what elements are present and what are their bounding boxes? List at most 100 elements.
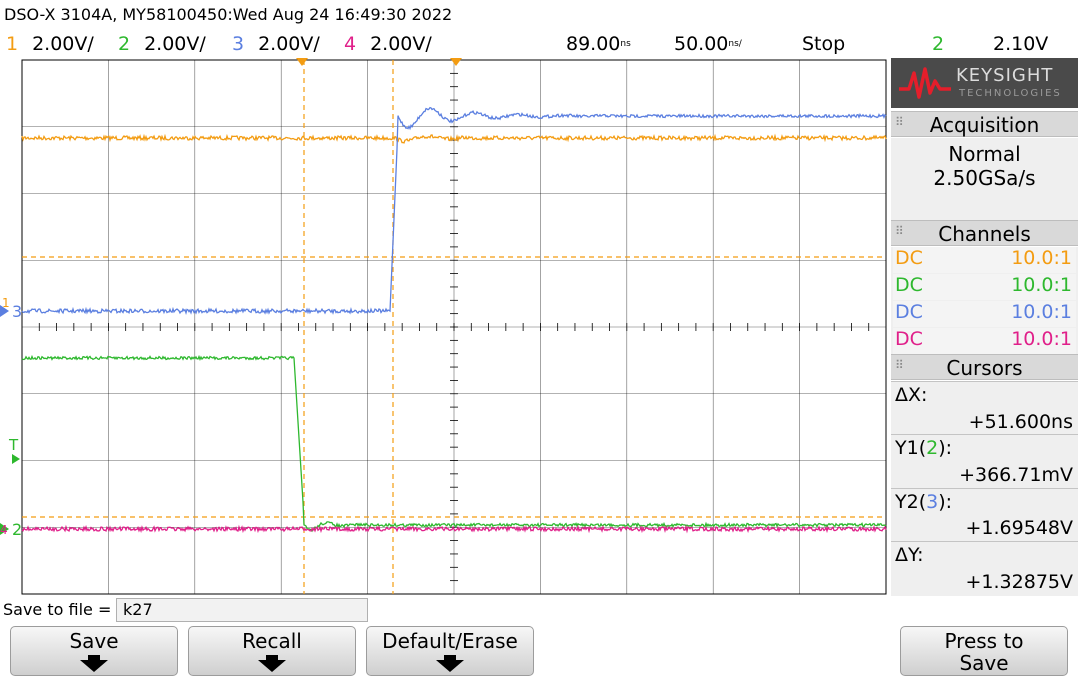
- waveform-display[interactable]: 3 2 1 4 T: [0, 58, 888, 596]
- channel-1-marker: 1: [2, 296, 10, 310]
- press-save-text: Save: [959, 651, 1009, 675]
- cursor-y2-box[interactable]: [891, 488, 1078, 540]
- acquisition-header[interactable]: ⠿ Acquisition: [891, 111, 1078, 137]
- channel-3-row[interactable]: DC 10.0:1: [893, 301, 1076, 327]
- channel-4-number: 4: [344, 33, 357, 55]
- channel-2-marker: 2: [12, 520, 22, 539]
- cursors-header[interactable]: ⠿ Cursors: [891, 354, 1078, 380]
- timebase-unit: ns/: [728, 39, 742, 49]
- cursor-dx-value: +51.600ns: [968, 411, 1073, 433]
- delay-readout[interactable]: 89.00ns: [566, 33, 631, 55]
- recall-button[interactable]: Recall: [188, 626, 356, 676]
- channel-1-row[interactable]: DC 10.0:1: [893, 247, 1076, 273]
- acquisition-title: Acquisition: [929, 113, 1040, 137]
- cursor-y2-prefix: Y2(: [895, 491, 927, 513]
- grip-icon: ⠿: [895, 115, 904, 129]
- channel-4-scale[interactable]: 4 2.00V/: [344, 33, 432, 55]
- timebase-readout[interactable]: 50.00ns/: [674, 33, 742, 55]
- channel-4-scale-value: 2.00V/: [370, 33, 432, 55]
- acquisition-body: Normal 2.50GSa/s: [891, 138, 1078, 220]
- delay-value: 89.00: [566, 33, 621, 55]
- channel-2-row[interactable]: DC 10.0:1: [893, 274, 1076, 300]
- cursor-y2-value: +1.69548V: [965, 517, 1074, 539]
- grip-icon: ⠿: [895, 358, 904, 372]
- push-arrow-icon: [266, 655, 278, 661]
- channel-3-marker: 3: [12, 302, 22, 321]
- channel-2-number: 2: [118, 33, 131, 55]
- cursor-dy-value: +1.32875V: [965, 571, 1074, 593]
- trigger-position-marker: [450, 58, 462, 66]
- channel-1-probe: 10.0:1: [1011, 247, 1072, 269]
- channel-1-scale[interactable]: 1 2.00V/: [6, 33, 94, 55]
- channel-2-scale-value: 2.00V/: [144, 33, 206, 55]
- channel-2-trace: [21, 354, 887, 533]
- channel-2-probe: 10.0:1: [1011, 274, 1072, 296]
- save-button-label: Save: [69, 629, 119, 653]
- channel-3-trace: [21, 106, 887, 315]
- default-erase-button[interactable]: Default/Erase: [366, 626, 534, 676]
- push-arrow-icon: [444, 655, 456, 661]
- channel-1-coupling: DC: [895, 247, 923, 269]
- cursor-y1-prefix: Y1(: [895, 437, 927, 459]
- cursor-dy-label: ΔY:: [895, 544, 924, 566]
- channel-3-number: 3: [232, 33, 245, 55]
- cursor-dx-box[interactable]: [891, 381, 1078, 433]
- press-to-text: Press to: [944, 629, 1024, 653]
- keysight-wave-icon: [899, 67, 951, 99]
- default-erase-label: Default/Erase: [382, 629, 518, 653]
- recall-button-label: Recall: [242, 629, 302, 653]
- push-arrow-icon: [258, 660, 286, 672]
- save-to-file-label: Save to file =: [3, 600, 112, 619]
- logo-sub: TECHNOLOGIES: [959, 88, 1062, 99]
- channel-2-coupling: DC: [895, 274, 923, 296]
- channel-2-marker-arrow: [0, 523, 9, 535]
- channel-3-scale[interactable]: 3 2.00V/: [232, 33, 320, 55]
- cursor-y2-label: Y2(3):: [895, 491, 952, 513]
- run-state[interactable]: Stop: [802, 33, 846, 55]
- cursor-y2-suffix: ):: [938, 491, 953, 513]
- channel-1-scale-value: 2.00V/: [32, 33, 94, 55]
- grip-icon: ⠿: [895, 224, 904, 238]
- save-to-file-input[interactable]: k27: [116, 598, 368, 622]
- channel-1-trace: [21, 133, 887, 144]
- delay-unit: ns: [620, 39, 631, 49]
- cursor-y1-source: 2: [926, 437, 939, 459]
- keysight-logo: KEYSIGHT TECHNOLOGIES: [891, 58, 1078, 108]
- channel-4-probe: 10.0:1: [1011, 328, 1072, 350]
- channel-2-scale[interactable]: 2 2.00V/: [118, 33, 206, 55]
- push-arrow-icon: [436, 660, 464, 672]
- acquisition-mode: Normal: [948, 142, 1021, 166]
- trigger-level[interactable]: 2.10V: [993, 33, 1049, 55]
- trigger-delay-marker: [296, 58, 308, 66]
- channel-3-coupling: DC: [895, 301, 923, 323]
- logo-name: KEYSIGHT: [956, 65, 1054, 86]
- instrument-info: DSO-X 3104A, MY58100450:Wed Aug 24 16:49…: [4, 5, 453, 24]
- timebase-value: 50.00: [674, 33, 729, 55]
- push-arrow-icon: [80, 660, 108, 672]
- save-button[interactable]: Save: [10, 626, 178, 676]
- channel-1-number: 1: [6, 33, 19, 55]
- waveform-graticule: 3 2 1 4 T: [0, 58, 887, 595]
- channel-4-coupling: DC: [895, 328, 923, 350]
- press-to-save-button[interactable]: Press to Save: [900, 626, 1068, 676]
- cursor-y1-value: +366.71mV: [959, 464, 1073, 486]
- trigger-level-marker: T: [8, 436, 19, 454]
- channels-header[interactable]: ⠿ Channels: [891, 220, 1078, 246]
- channel-4-trace: [21, 524, 887, 534]
- cursor-y1-label: Y1(2):: [895, 437, 952, 459]
- channel-3-probe: 10.0:1: [1011, 301, 1072, 323]
- cursor-y1-suffix: ):: [938, 437, 953, 459]
- trigger-source[interactable]: 2: [932, 33, 945, 55]
- cursor-dx-label: ΔX:: [895, 384, 928, 406]
- cursor-dy-box[interactable]: [891, 541, 1078, 596]
- cursors-title: Cursors: [946, 356, 1023, 380]
- cursor-y2-source: 3: [926, 491, 939, 513]
- push-arrow-icon: [88, 655, 100, 661]
- trigger-level-arrow: [12, 454, 20, 464]
- cursor-y1-box[interactable]: [891, 434, 1078, 486]
- channel-3-marker-arrow: [0, 305, 9, 317]
- channel-4-marker: 4: [0, 523, 8, 537]
- channel-4-row[interactable]: DC 10.0:1: [893, 328, 1076, 354]
- channel-3-scale-value: 2.00V/: [258, 33, 320, 55]
- channels-title: Channels: [938, 222, 1031, 246]
